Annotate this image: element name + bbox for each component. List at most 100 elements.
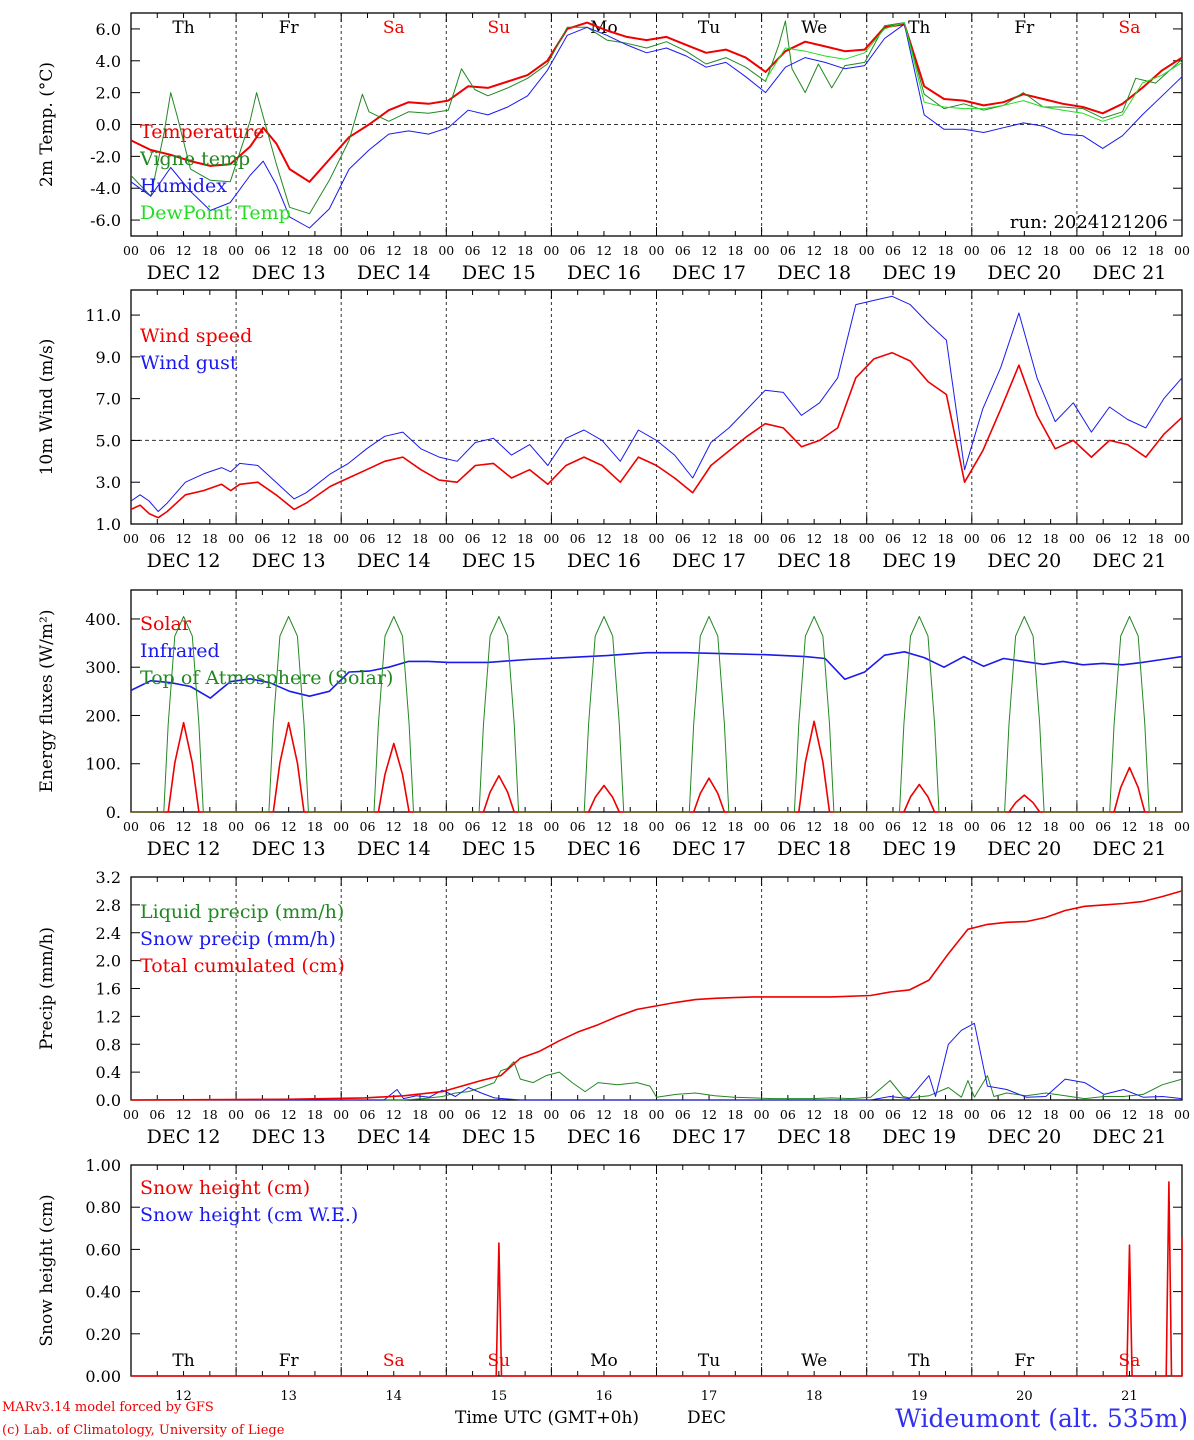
hour-label: 00	[333, 531, 349, 546]
hour-label: 06	[149, 819, 165, 834]
hour-label: 18	[622, 531, 638, 546]
hour-label: 12	[911, 243, 927, 258]
day-number: 12	[175, 1389, 192, 1404]
y-tick-label: 0.8	[96, 1035, 121, 1054]
day-label: DEC 19	[882, 550, 956, 572]
day-number: 15	[491, 1389, 508, 1404]
y-tick-label: 0.60	[85, 1240, 121, 1259]
hour-label: 18	[832, 1107, 848, 1122]
hour-label: 18	[412, 819, 428, 834]
y-axis-label: 10m Wind (m/s)	[37, 339, 57, 476]
hour-label: 00	[754, 1107, 770, 1122]
hour-label: 00	[964, 243, 980, 258]
hour-label: 06	[885, 531, 901, 546]
day-label: DEC 15	[462, 1126, 536, 1148]
hour-label: 12	[491, 1107, 507, 1122]
month-label: DEC	[687, 1408, 726, 1428]
hour-label: 12	[1121, 819, 1137, 834]
hour-label: 06	[675, 819, 691, 834]
hour-label: 12	[491, 243, 507, 258]
hour-label: 12	[281, 1107, 297, 1122]
legend-entry: DewPoint Temp	[140, 202, 291, 224]
hour-label: 18	[727, 531, 743, 546]
day-number: 20	[1016, 1389, 1033, 1404]
hour-label: 06	[1095, 819, 1111, 834]
hour-label: 18	[1043, 819, 1059, 834]
hour-label: 18	[1148, 531, 1164, 546]
hour-label: 00	[859, 531, 875, 546]
hour-label: 18	[727, 243, 743, 258]
weekday-label: Mo	[590, 18, 618, 38]
hour-label: 12	[596, 819, 612, 834]
y-tick-label: -6.0	[90, 211, 121, 230]
hour-label: 06	[465, 1107, 481, 1122]
hour-label: 18	[412, 243, 428, 258]
hour-label: 06	[360, 243, 376, 258]
weekday-label: Tu	[698, 1351, 720, 1371]
hour-label: 00	[649, 1107, 665, 1122]
panel-energy: 400. 300. 200. 100. 0. Energy fluxes (W/m²) 00…	[37, 589, 1190, 860]
hour-label: 12	[911, 531, 927, 546]
station-name: Wideumont (alt. 535m)	[895, 1404, 1188, 1433]
hour-label: 06	[1095, 243, 1111, 258]
hour-label: 18	[307, 1107, 323, 1122]
legend-entry: Vigne temp	[139, 148, 250, 170]
y-tick-label: 200.	[85, 706, 121, 725]
run-annotation: run: 2024121206	[1010, 212, 1168, 233]
day-label: DEC 15	[462, 838, 536, 860]
weekday-label: Sa	[1119, 18, 1141, 38]
hour-label: 18	[832, 243, 848, 258]
weekday-label: Fr	[279, 18, 300, 38]
hour-label: 12	[1121, 243, 1137, 258]
hour-label: 06	[675, 1107, 691, 1122]
legend-entry: Snow height (cm)	[140, 1177, 310, 1199]
day-label: DEC 12	[147, 838, 221, 860]
panels: 6.0 4.0 2.0 0.0 -2.0 -4.0 -6.0 2m Temp. (°C) 00 0…	[37, 12, 1190, 1404]
hour-label: 00	[754, 243, 770, 258]
hour-label: 18	[202, 531, 218, 546]
weekday-label: Sa	[1119, 1351, 1141, 1371]
day-label: DEC 13	[252, 838, 326, 860]
hour-label: 00	[859, 243, 875, 258]
hour-label: 18	[622, 243, 638, 258]
legend-entry: Snow height (cm W.E.)	[140, 1204, 358, 1226]
y-tick-label: 0.20	[85, 1325, 121, 1344]
hour-label: 12	[806, 531, 822, 546]
day-label: DEC 12	[147, 262, 221, 284]
y-tick-label: 4.0	[96, 52, 121, 71]
hour-label: 18	[727, 819, 743, 834]
weekday-label: We	[801, 1351, 827, 1371]
hour-label: 06	[465, 531, 481, 546]
hour-label: 18	[938, 1107, 954, 1122]
hour-label: 06	[780, 531, 796, 546]
panel-temperature: 6.0 4.0 2.0 0.0 -2.0 -4.0 -6.0 2m Temp. (°C) 00 0…	[37, 12, 1190, 284]
y-tick-label: 5.0	[96, 431, 121, 450]
hour-label: 00	[964, 531, 980, 546]
series-line-snow-height-cm	[131, 1181, 1183, 1377]
hour-label: 06	[885, 819, 901, 834]
series-line-total-cumulated-cm	[130, 890, 1183, 1101]
hour-label: 06	[1095, 1107, 1111, 1122]
day-label: DEC 18	[777, 550, 851, 572]
hour-label: 00	[1174, 243, 1190, 258]
day-number: 13	[280, 1389, 297, 1404]
hour-label: 06	[1095, 531, 1111, 546]
x-axis-title: Time UTC (GMT+0h)	[455, 1408, 639, 1428]
hour-label: 06	[254, 819, 270, 834]
hour-label: 18	[517, 243, 533, 258]
y-tick-label: 3.0	[96, 473, 121, 492]
hour-label: 18	[307, 819, 323, 834]
day-number: 14	[385, 1389, 402, 1404]
hour-label: 18	[1148, 1107, 1164, 1122]
hour-label: 06	[570, 531, 586, 546]
y-tick-label: 6.0	[96, 20, 121, 39]
day-label: DEC 16	[567, 838, 641, 860]
day-label: DEC 13	[252, 1126, 326, 1148]
hour-label: 00	[964, 819, 980, 834]
hour-label: 00	[1174, 819, 1190, 834]
y-tick-label: 2.8	[96, 896, 121, 915]
series-line-dewpoint-temp	[765, 22, 1183, 122]
hour-label: 12	[806, 1107, 822, 1122]
hour-label: 06	[570, 819, 586, 834]
hour-label: 06	[990, 243, 1006, 258]
